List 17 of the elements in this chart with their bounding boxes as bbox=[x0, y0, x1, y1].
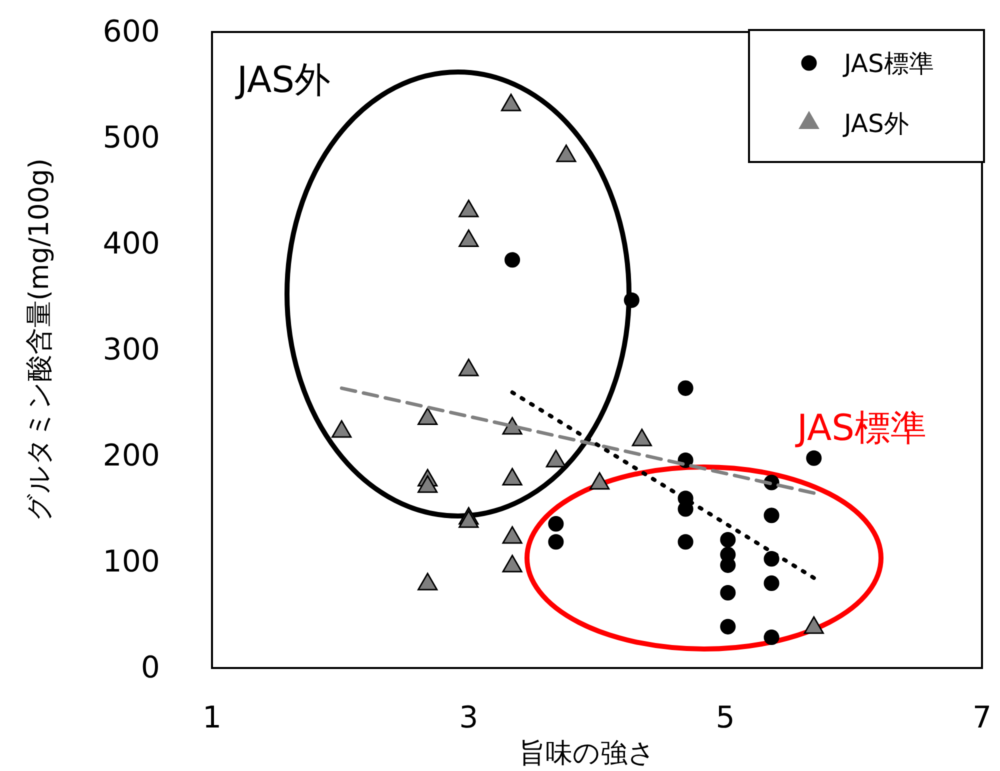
y-tick-label: 600 bbox=[102, 14, 160, 50]
x-tick-label: 1 bbox=[202, 700, 222, 736]
y-tick-label: 500 bbox=[102, 120, 160, 156]
annotation: JAS外 bbox=[235, 60, 330, 101]
annotation: JAS標準 bbox=[795, 408, 926, 449]
legend-label: JAS標準 bbox=[842, 49, 934, 78]
x-axis-title: 旨味の強さ bbox=[518, 738, 656, 769]
y-axis-title: グルタミン酸含量(mg/100g) bbox=[24, 158, 55, 522]
legend-label: JAS外 bbox=[842, 109, 909, 138]
y-tick-label: 100 bbox=[102, 544, 160, 580]
x-tick-label: 7 bbox=[972, 700, 992, 736]
y-tick-label: 0 bbox=[140, 650, 160, 686]
y-tick-label: 200 bbox=[102, 438, 160, 474]
x-tick-label: 5 bbox=[716, 700, 735, 736]
y-tick-label: 400 bbox=[102, 226, 160, 262]
y-tick-label: 300 bbox=[102, 332, 160, 368]
x-tick-label: 3 bbox=[459, 700, 478, 736]
